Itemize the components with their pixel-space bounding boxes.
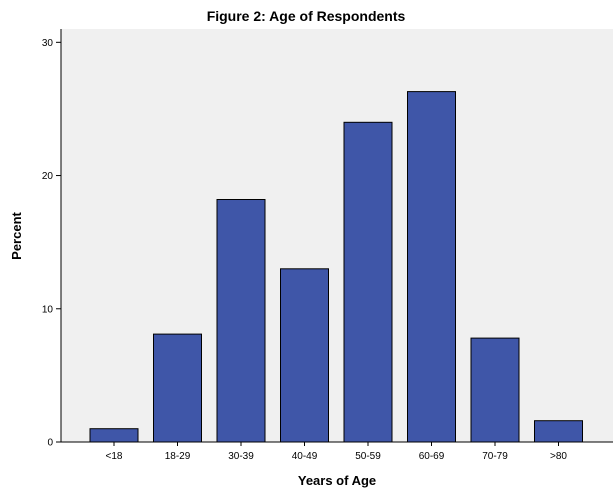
- x-tick-label: <18: [106, 451, 123, 462]
- x-tick-label: 30-39: [228, 451, 254, 462]
- y-axis-label: Percent: [9, 211, 24, 259]
- x-tick-label: 60-69: [419, 451, 445, 462]
- bars-group: [89, 91, 583, 443]
- bar-1829: [153, 333, 202, 443]
- y-ticks-group: 0 10 20 30: [42, 38, 61, 449]
- y-tick-label: 20: [42, 171, 54, 182]
- bar-6069: [407, 91, 456, 443]
- bar-7079: [470, 337, 520, 443]
- x-tick-label: >80: [550, 451, 567, 462]
- x-axis-label: Years of Age: [298, 473, 376, 488]
- plot-area: [61, 29, 613, 442]
- x-tick-label: 50-59: [355, 451, 381, 462]
- x-tick-label: 70-79: [482, 451, 508, 462]
- bar-3039: [216, 199, 266, 443]
- bar-5059: [343, 121, 393, 443]
- bar-80: [534, 420, 583, 443]
- axes-group: [60, 29, 613, 443]
- y-tick-label: 30: [42, 38, 54, 49]
- bar-4049: [280, 268, 329, 443]
- y-tick-label: 0: [47, 438, 53, 449]
- bar-18: [89, 428, 139, 443]
- x-tick-label: 18-29: [165, 451, 191, 462]
- chart-title: Figure 2: Age of Respondents: [207, 8, 406, 24]
- y-tick-label: 10: [42, 304, 54, 315]
- x-ticks-group: <18 18-29 30-39 40-49 50-59 60-69 70-79 >80: [106, 442, 567, 462]
- x-tick-label: 40-49: [292, 451, 318, 462]
